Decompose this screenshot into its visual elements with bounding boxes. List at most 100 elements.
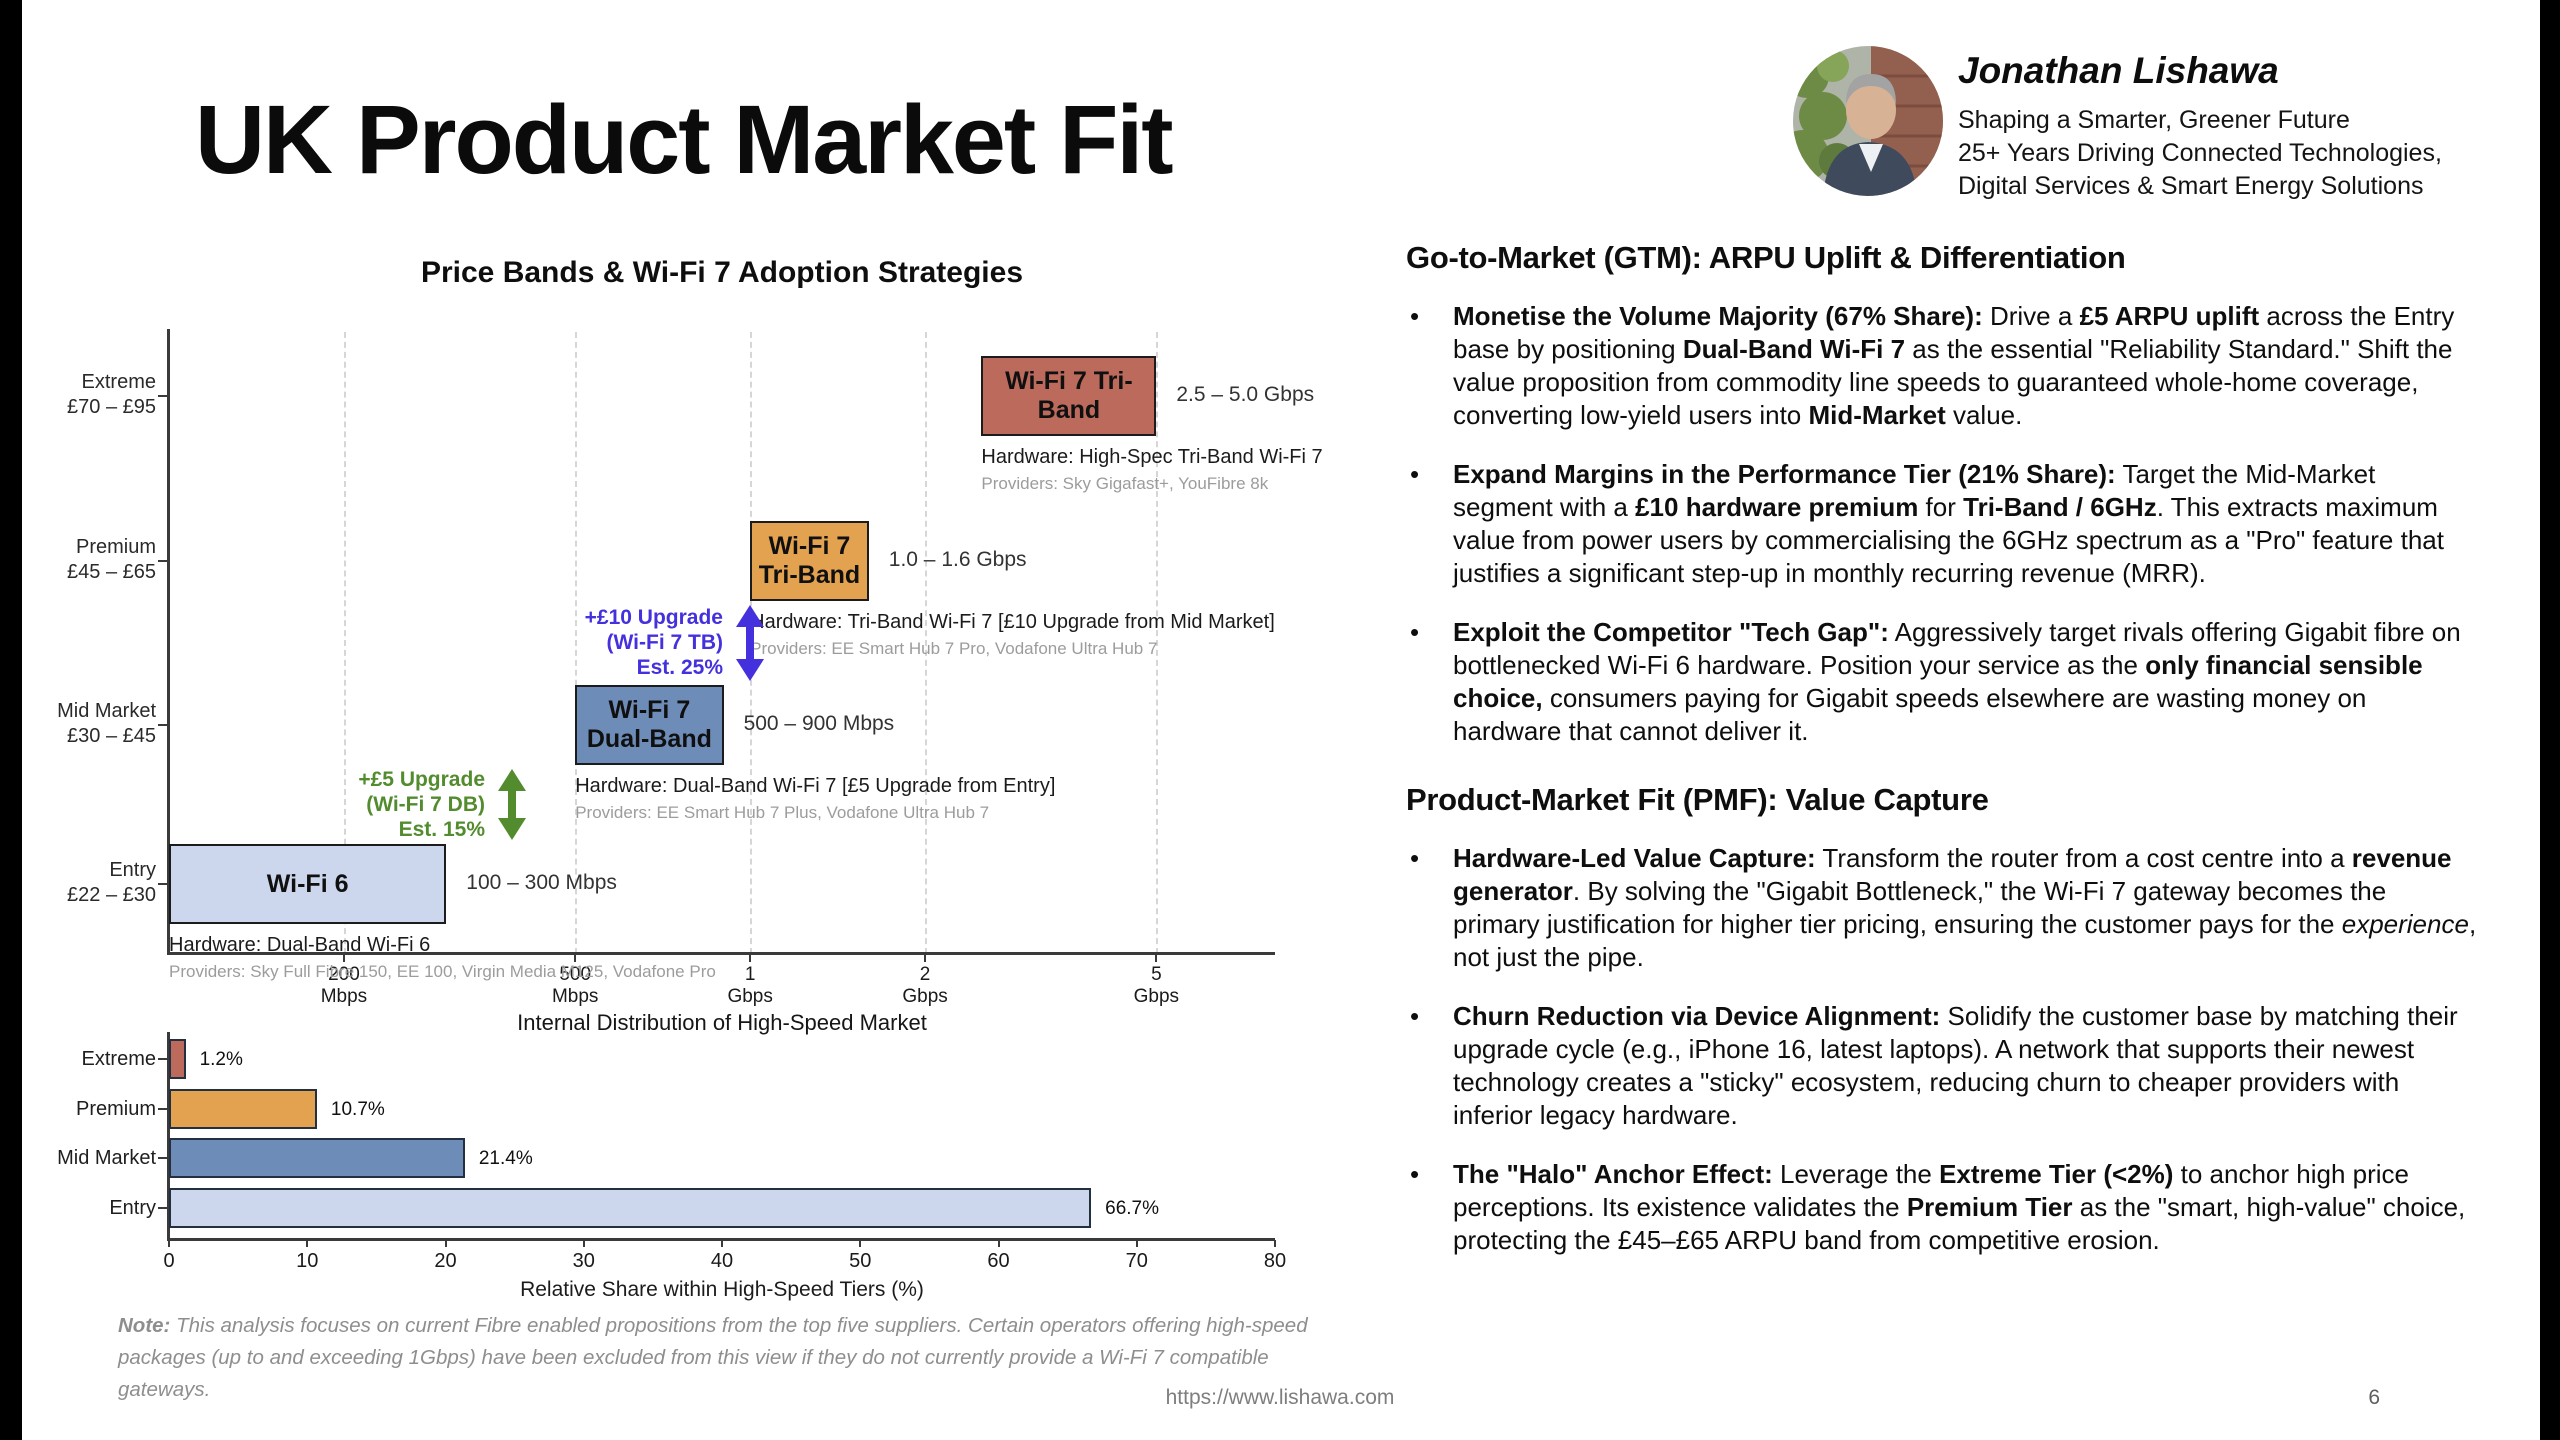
chart1-x-axis xyxy=(167,952,1275,955)
hardware-label-mid: Hardware: Dual-Band Wi-Fi 7 [£5 Upgrade … xyxy=(575,775,1056,797)
bullet-text-segment: Drive a xyxy=(1982,301,2080,331)
profile-photo xyxy=(1793,46,1943,196)
providers-label-entry: Providers: Sky Full Fibre 150, EE 100, V… xyxy=(169,962,716,981)
chart2-xlabel: Relative Share within High-Speed Tiers (… xyxy=(520,1278,924,1301)
chart1-x-tickmark xyxy=(924,954,927,962)
chart1-y-tickmark xyxy=(158,883,167,885)
chart1-x-ticklabel: 500 Mbps xyxy=(551,964,599,1007)
bullet-text-segment: Leverage the xyxy=(1772,1159,1940,1189)
bullet-text-segment: Exploit the Competitor "Tech Gap": xyxy=(1453,617,1889,647)
left-edge-bar xyxy=(0,0,22,1440)
speed-label-mid: 500 – 900 Mbps xyxy=(743,712,895,735)
chart1-x-ticklabel: 2 Gbps xyxy=(902,964,948,1007)
strategy-box-entry: Wi-Fi 6 xyxy=(169,844,447,924)
bullet-text-segment: Dual-Band Wi-Fi 7 xyxy=(1682,334,1906,364)
dist-bar-mid-market xyxy=(169,1138,465,1179)
bullet-text-segment: Expand Margins in the Performance Tier (… xyxy=(1453,459,2116,489)
double-arrow-icon xyxy=(736,605,764,681)
bullet-text-segment: revenue generator xyxy=(1453,843,2452,906)
chart1-gridline xyxy=(343,332,346,954)
chart1-x-tickmark xyxy=(342,954,345,962)
chart2-y-tickmark xyxy=(158,1206,167,1209)
bullet-text-segment: £10 hardware premium xyxy=(1635,492,1919,522)
speed-label-extreme: 2.5 – 5.0 Gbps xyxy=(1176,383,1315,406)
bullet-text-segment: for xyxy=(1918,492,1964,522)
bullet-item: Monetise the Volume Majority (67% Share)… xyxy=(1406,300,2478,432)
chart2-value-label: 66.7% xyxy=(1105,1197,1159,1219)
profile-line-1: Shaping a Smarter, Greener Future xyxy=(1958,106,2350,134)
chart2-category-label: Extreme xyxy=(81,1048,156,1070)
double-arrow-icon xyxy=(498,769,526,840)
note-text: Note: This analysis focuses on current F… xyxy=(118,1310,1353,1406)
profile-name: Jonathan Lishawa xyxy=(1958,50,2279,91)
chart2-category-label: Mid Market xyxy=(57,1147,156,1170)
chart2-x-ticklabel: 0 xyxy=(163,1250,175,1272)
chart1-y-tickmark xyxy=(158,395,167,397)
bullet-text-segment: only financial sensible choice, xyxy=(1453,650,2423,713)
providers-label-mid: Providers: EE Smart Hub 7 Plus, Vodafone… xyxy=(575,803,990,822)
chart1-gridline xyxy=(575,332,578,954)
upgrade-annotation-premium: +£10 Upgrade (Wi-Fi 7 TB) Est. 25% xyxy=(584,606,723,679)
chart2-x-ticklabel: 50 xyxy=(849,1250,872,1272)
hardware-label-extreme: Hardware: High-Spec Tri-Band Wi-Fi 7 xyxy=(981,446,1323,468)
bullet-text-segment: as the essential "Reliability Standard."… xyxy=(1453,334,2453,430)
speed-label-premium: 1.0 – 1.6 Gbps xyxy=(888,548,1027,571)
bullet-item: Expand Margins in the Performance Tier (… xyxy=(1406,458,2478,590)
chart2-category-label: Entry xyxy=(109,1196,156,1219)
chart2-x-ticklabel: 40 xyxy=(710,1250,734,1272)
chart2-x-tickmark xyxy=(721,1240,723,1247)
footer-url: https://www.lishawa.com xyxy=(1165,1386,1395,1409)
bullet-text-segment: £5 ARPU uplift xyxy=(2079,301,2260,331)
bullet-text-segment: . This extracts maximum value from power… xyxy=(1453,492,2444,588)
chart1-gridline xyxy=(1156,332,1159,954)
chart1-y-axis xyxy=(167,329,170,954)
bullet-text-segment: Target the Mid-Market segment with a xyxy=(1453,459,2376,522)
bullet-text-segment: Churn Reduction via Device Alignment: xyxy=(1453,1001,1941,1031)
section-heading-1: Go-to-Market (GTM): ARPU Uplift & Differ… xyxy=(1406,240,2126,275)
chart2-y-tickmark xyxy=(158,1107,167,1110)
chart2-x-tickmark xyxy=(582,1240,585,1247)
page-number: 6 xyxy=(2368,1386,2380,1409)
providers-label-extreme: Providers: Sky Gigafast+, YouFibre 8k xyxy=(981,474,1269,493)
bullet-text-segment: Monetise the Volume Majority (67% Share)… xyxy=(1453,301,1983,331)
right-edge-bar xyxy=(2540,0,2560,1440)
bullet-text-segment: Solidify the customer base by matching t… xyxy=(1453,1001,2458,1130)
chart1-x-tickmark xyxy=(1155,954,1158,962)
bullet-text-segment: Aggressively target rivals offering Giga… xyxy=(1453,617,2461,680)
chart2-x-tickmark xyxy=(859,1240,862,1247)
profile-line-3: Digital Services & Smart Energy Solution… xyxy=(1958,172,2424,200)
upgrade-arrow-premium xyxy=(733,605,767,681)
section-bullets-2: Hardware-Led Value Capture: Transform th… xyxy=(1406,842,2478,1257)
bullet-text-segment: Tri-Band / 6GHz xyxy=(1963,492,2157,522)
chart2-x-ticklabel: 30 xyxy=(572,1250,595,1272)
bullet-text-segment: consumers paying for Gigabit speeds else… xyxy=(1453,683,2367,746)
bullet-text-segment: Transform the router from a cost centre … xyxy=(1815,843,2352,873)
right-text-column: Go-to-Market (GTM): ARPU Uplift & Differ… xyxy=(1406,240,2478,1283)
chart2-x-ticklabel: 70 xyxy=(1125,1250,1148,1272)
bullet-text-segment: across the Entry base by positioning xyxy=(1453,301,2455,364)
bullet-text-segment: value. xyxy=(1945,400,2023,430)
chart1-x-ticklabel: 5 Gbps xyxy=(1133,964,1180,1007)
chart1-tier-label: Extreme £70 – £95 xyxy=(67,371,156,418)
bullet-text-segment: Premium Tier xyxy=(1906,1192,2073,1222)
section-bullets-1: Monetise the Volume Majority (67% Share)… xyxy=(1406,300,2478,748)
strategy-box-extreme: Wi-Fi 7 Tri-Band xyxy=(981,356,1157,436)
chart2-title: Internal Distribution of High-Speed Mark… xyxy=(517,1010,927,1035)
note-body: This analysis focuses on current Fibre e… xyxy=(118,1314,1308,1401)
chart2-y-axis xyxy=(167,1032,170,1240)
chart2-x-tickmark xyxy=(1274,1240,1276,1247)
chart2-x-tickmark xyxy=(168,1240,170,1247)
chart2-y-tickmark xyxy=(158,1058,167,1060)
chart1-x-ticklabel: 1 Gbps xyxy=(727,964,773,1007)
speed-label-entry: 100 – 300 Mbps xyxy=(466,871,617,894)
profile-line-2: 25+ Years Driving Connected Technologies… xyxy=(1958,139,2442,167)
chart1-title: Price Bands & Wi-Fi 7 Adoption Strategie… xyxy=(420,256,1024,289)
chart2-value-label: 10.7% xyxy=(330,1098,385,1120)
strategy-box-premium: Wi-Fi 7 Tri-Band xyxy=(750,521,869,601)
bullet-text-segment: Mid-Market xyxy=(1808,400,1946,430)
bullet-item: Exploit the Competitor "Tech Gap": Aggre… xyxy=(1406,616,2478,748)
chart2-x-tickmark xyxy=(1135,1240,1138,1247)
bullet-text-segment: Hardware-Led Value Capture: xyxy=(1453,843,1816,873)
hardware-label-premium: Hardware: Tri-Band Wi-Fi 7 [£10 Upgrade … xyxy=(750,611,1275,633)
